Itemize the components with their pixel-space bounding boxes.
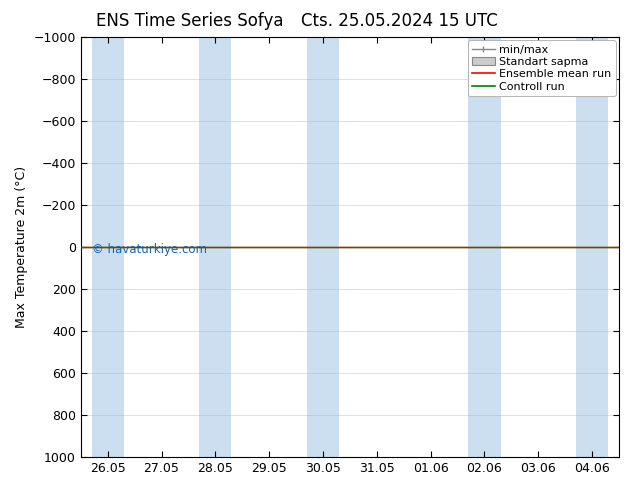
Bar [91,37,124,457]
Text: Cts. 25.05.2024 15 UTC: Cts. 25.05.2024 15 UTC [301,12,498,30]
Bar [469,37,501,457]
Y-axis label: Max Temperature 2m (°C): Max Temperature 2m (°C) [15,166,28,328]
Text: ENS Time Series Sofya: ENS Time Series Sofya [96,12,284,30]
Legend: min/max, Standart sapma, Ensemble mean run, Controll run: min/max, Standart sapma, Ensemble mean r… [468,41,616,96]
Bar [199,37,231,457]
Bar [307,37,339,457]
Text: © havaturkiye.com: © havaturkiye.com [91,243,207,256]
Bar [576,37,608,457]
